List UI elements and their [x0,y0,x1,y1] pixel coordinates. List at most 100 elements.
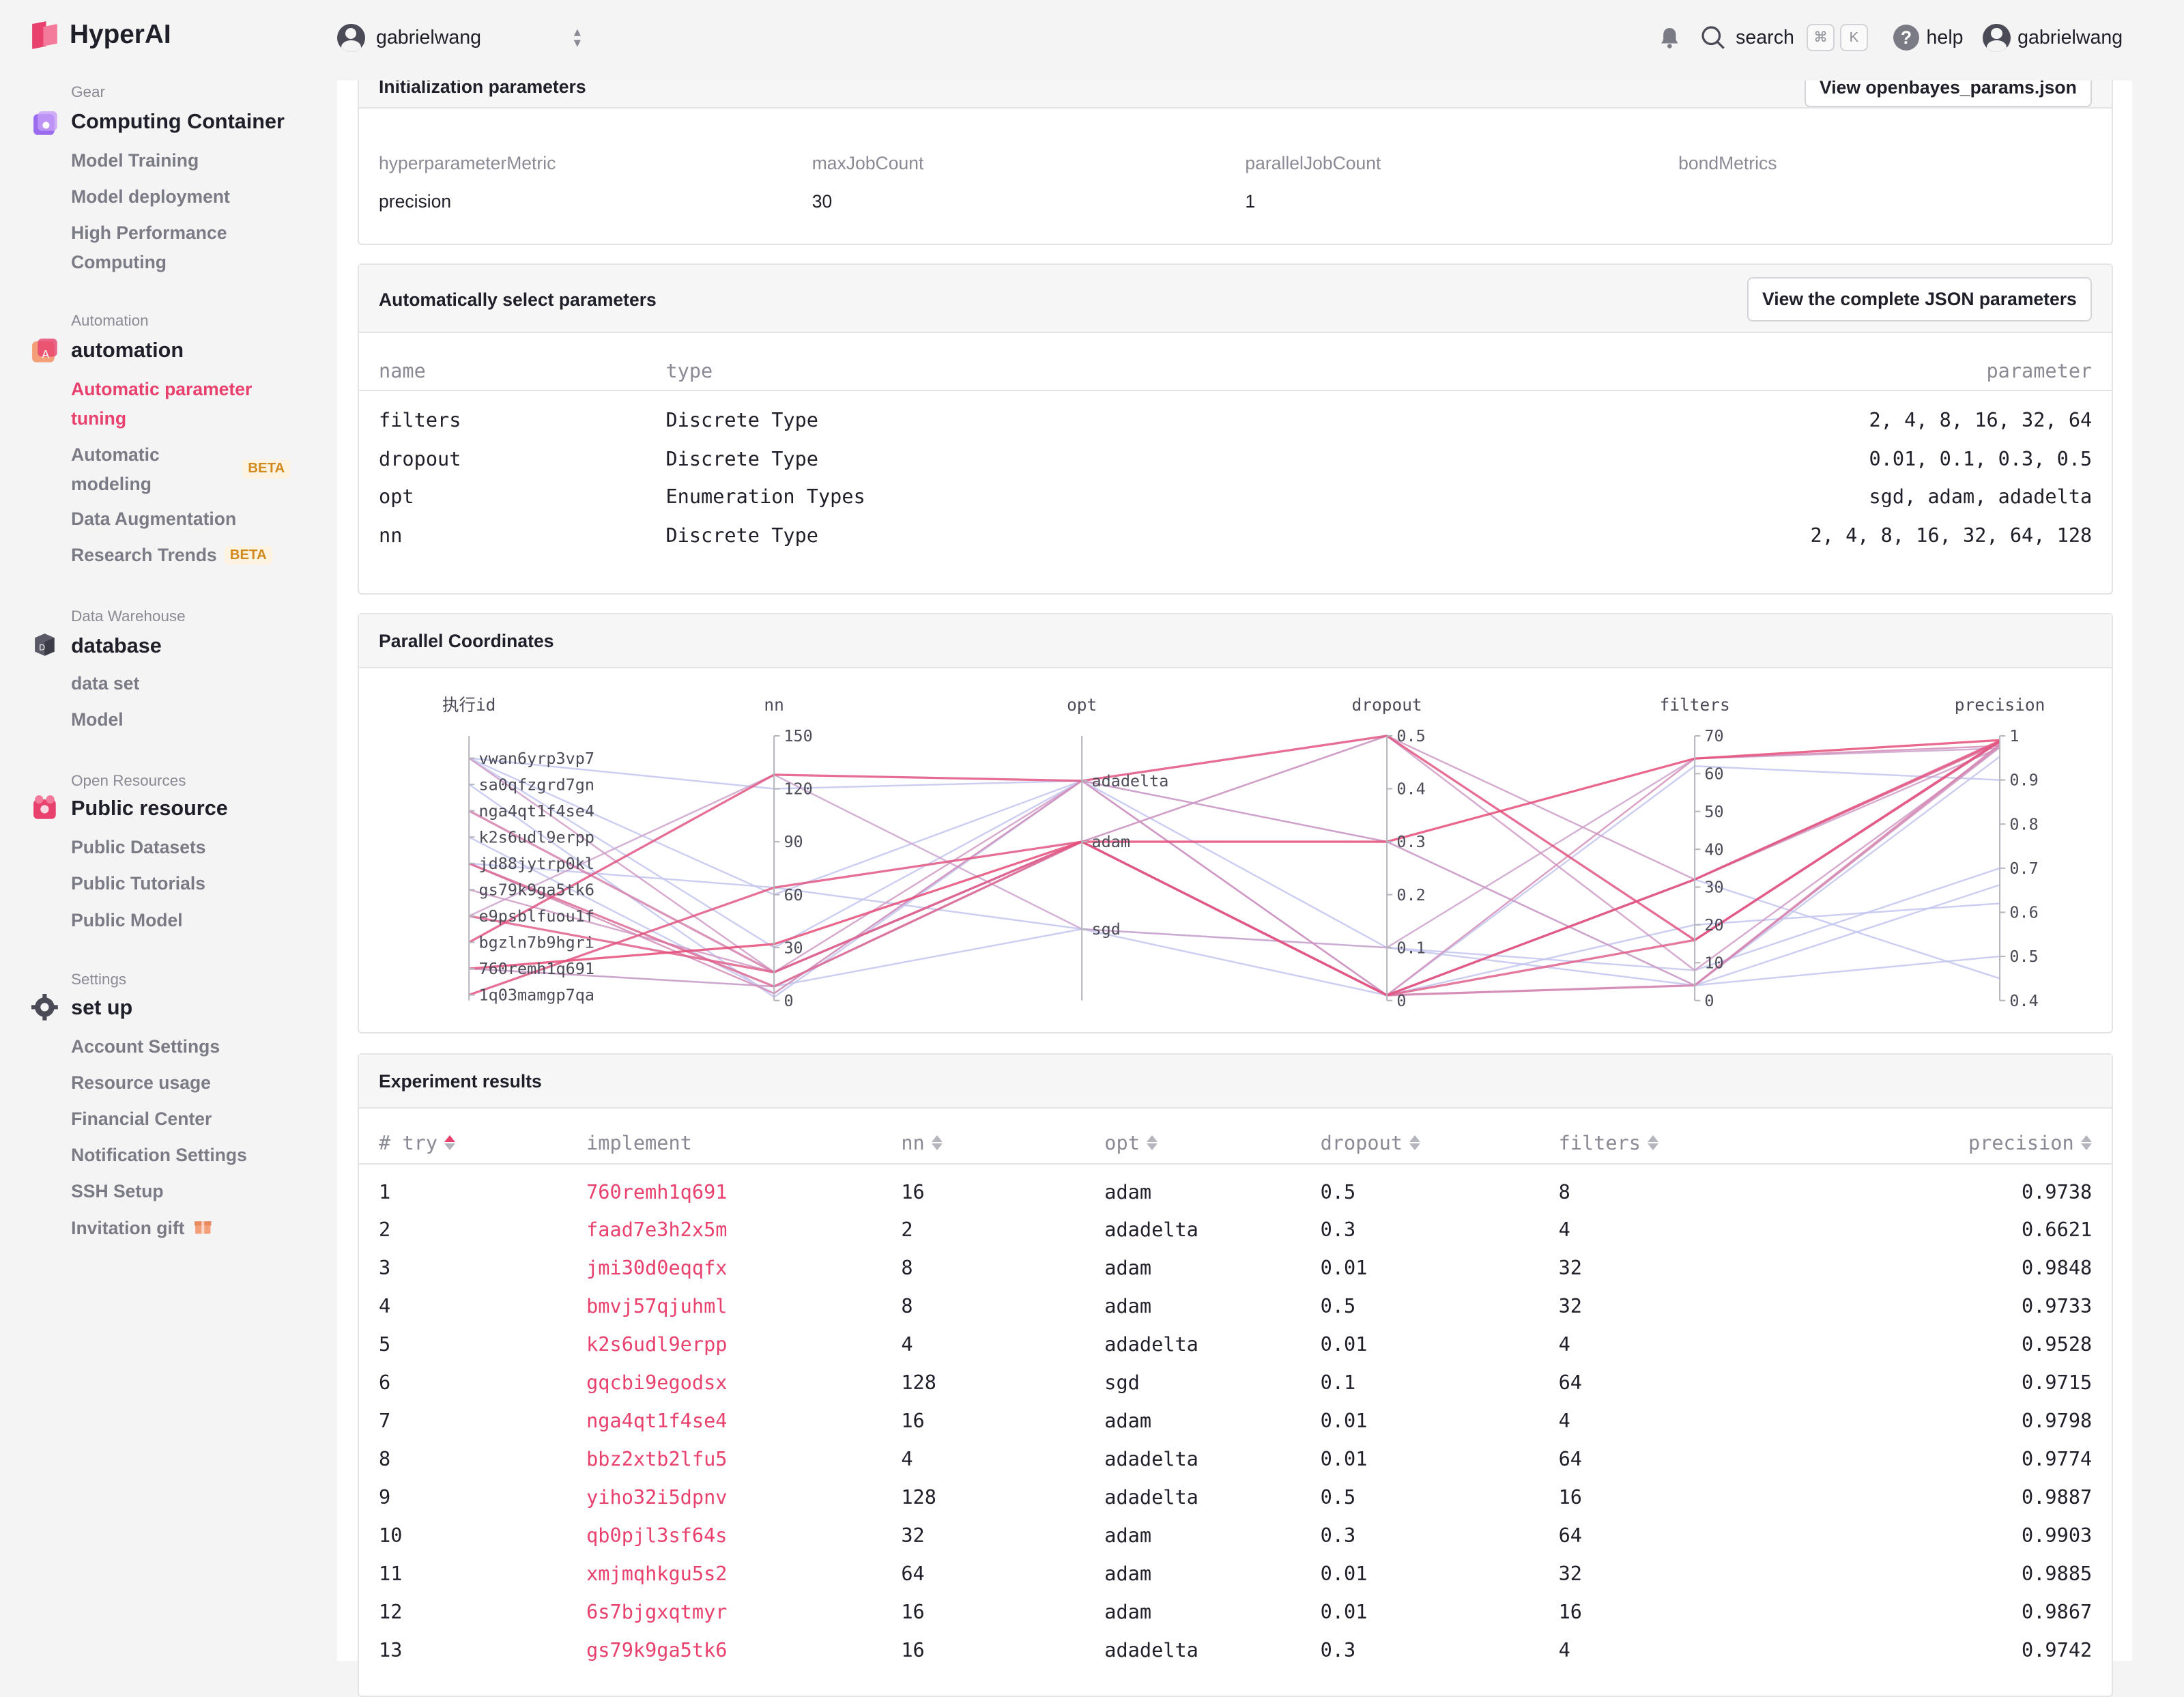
hyperai-logo[interactable]: HyperAI [28,18,171,52]
experiment-precision: 0.9738 [2022,1180,2093,1203]
experiment-nn: 16 [901,1638,925,1662]
experiment-nn: 32 [901,1523,925,1547]
experiment-link[interactable]: jmi30d0eqqfx [586,1256,728,1280]
sidebar-item-financial-center[interactable]: Financial Center [71,1109,212,1130]
sidebar-item-model-deployment[interactable]: Model deployment [71,186,230,208]
sidebar-item-model[interactable]: Model [71,709,124,730]
column-header-nn[interactable]: nn [901,1131,943,1154]
experiment-link[interactable]: qb0pjl3sf64s [586,1523,728,1547]
param-name: filters [379,408,461,431]
search-trigger[interactable]: search ⌘ K [1701,23,1868,52]
experiment-nn: 4 [901,1446,913,1470]
group-caption: Automation [71,312,149,330]
experiment-link[interactable]: 6s7bjgxqtmyr [586,1599,728,1623]
experiment-link[interactable]: yiho32i5dpnv [586,1485,728,1509]
tick-label: 0.5 [2010,947,2039,966]
sidebar-item-data-set[interactable]: data set [71,672,140,694]
sidebar-item-invitation-gift[interactable]: Invitation gift [71,1214,212,1243]
field-value: 1 [1245,190,1256,212]
experiment-link[interactable]: k2s6udl9erpp [586,1332,728,1356]
user-menu[interactable]: gabrielwang [1983,23,2123,52]
tick-label: 1 [2010,726,2020,745]
user-name: gabrielwang [2017,26,2123,48]
sidebar-item-hpc[interactable]: High Performance Computing [71,223,227,273]
tick-label: 0.1 [1397,938,1426,957]
tick-label: 0.5 [1397,726,1426,745]
experiment-link[interactable]: bmvj57qjuhml [586,1294,728,1318]
param-type: Enumeration Types [665,485,865,509]
experiment-precision: 0.9848 [2022,1256,2093,1280]
series-line-1q03mamgp7qa [469,739,2001,997]
column-header-label: opt [1104,1131,1140,1155]
sidebar-item-auto-param-tuning[interactable]: Automatic parameter tuning [71,378,253,429]
experiment-precision: 0.9715 [2022,1371,2093,1395]
beta-badge: BETA [224,545,272,565]
tick-label: 30 [1705,877,1724,896]
experiment-try: 1 [379,1180,391,1203]
column-header-opt[interactable]: opt [1104,1131,1158,1154]
group-title[interactable]: set up [71,996,133,1020]
experiment-precision: 0.9887 [2022,1485,2093,1509]
tick-label: 40 [1705,840,1724,859]
group-caption: Settings [71,971,127,988]
sidebar-item-auto-modeling[interactable]: Automatic modeling [71,444,160,494]
group-title[interactable]: Public resource [71,797,228,821]
experiment-precision: 0.9798 [2022,1409,2093,1433]
parallel-coordinates-chart[interactable]: 执行id vwan6yrp3vp7 sa0qfzgrd7gn nga4qt1f4se4… [359,669,2111,1031]
sidebar-item-public-tutorials[interactable]: Public Tutorials [71,873,206,894]
sidebar-item-ssh-setup[interactable]: SSH Setup [71,1181,164,1202]
experiment-results-card: Experiment results # try implement nn op… [358,1053,2113,1697]
experiment-link[interactable]: nga4qt1f4se4 [586,1409,728,1433]
experiment-opt: adadelta [1104,1485,1198,1509]
experiment-nn: 2 [901,1218,913,1242]
experiment-try: 11 [379,1561,403,1585]
workspace-switcher[interactable]: gabrielwang ▴ ▾ [336,23,581,52]
svg-text:D: D [39,643,45,653]
field-label: maxJobCount [811,153,924,174]
tick-label: sgd [1092,919,1121,939]
experiment-dropout: 0.01 [1320,1332,1368,1356]
experiment-link[interactable]: 760remh1q691 [586,1180,728,1203]
series-line-yiho32i5dpnv [469,757,2000,971]
experiment-nn: 8 [901,1256,913,1280]
sidebar-item-data-augmentation[interactable]: Data Augmentation [71,508,237,529]
experiment-opt: sgd [1104,1371,1140,1395]
help-link[interactable]: ? help [1893,24,1964,51]
column-header-filters[interactable]: filters [1559,1131,1659,1154]
sidebar-item-public-model[interactable]: Public Model [71,909,183,930]
sidebar-item-research-trends[interactable]: Research Trends [71,544,217,565]
sidebar-item-resource-usage[interactable]: Resource usage [71,1072,211,1094]
group-caption: Gear [71,83,105,101]
param-name: opt [379,485,414,509]
column-header-precision[interactable]: precision [1968,1131,2092,1154]
experiment-link[interactable]: gqcbi9egodsx [586,1371,728,1395]
param-values: 0.01, 0.1, 0.3, 0.5 [1869,447,2093,471]
tick-label: 20 [1705,915,1724,935]
experiment-link[interactable]: bbz2xtb2lfu5 [586,1446,728,1470]
sidebar-item-account-settings[interactable]: Account Settings [71,1036,220,1057]
tick-label: 10 [1705,953,1724,972]
group-title[interactable]: database [71,633,162,657]
sidebar-item-model-training[interactable]: Model Training [71,150,199,171]
view-complete-json-button[interactable]: View the complete JSON parameters [1747,277,2093,322]
experiment-link[interactable]: faad7e3h2x5m [586,1218,728,1242]
sidebar-item-notification-settings[interactable]: Notification Settings [71,1145,247,1166]
tick-label: jd88jytrp0kl [479,853,594,872]
experiment-try: 5 [379,1332,391,1356]
shortcut-key: ⌘ [1807,23,1835,52]
group-title[interactable]: automation [71,338,184,362]
column-header-dropout[interactable]: dropout [1321,1131,1421,1154]
experiment-link[interactable]: gs79k9ga5tk6 [586,1638,728,1662]
card-header: Parallel Coordinates [359,614,2112,669]
group-title[interactable]: Computing Container [71,110,285,134]
bell-icon[interactable] [1658,26,1682,50]
tick-label: 50 [1705,801,1724,821]
experiment-link[interactable]: xmjmqhkgu5s2 [586,1561,728,1585]
tick-label: 120 [784,779,813,798]
search-label: search [1736,26,1794,48]
experiment-try: 9 [379,1485,391,1509]
column-header-try[interactable]: # try [379,1131,456,1154]
experiment-precision: 0.9867 [2022,1599,2093,1623]
sidebar-item-public-datasets[interactable]: Public Datasets [71,837,206,858]
svg-text:A: A [42,348,49,360]
